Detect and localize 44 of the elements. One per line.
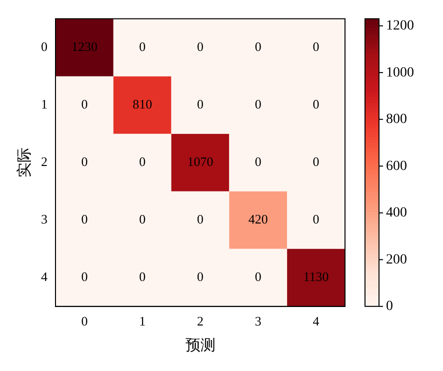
- x-axis-title: 预测: [185, 336, 216, 354]
- data-label: 420: [248, 212, 268, 227]
- data-label: 0: [312, 212, 320, 227]
- color-bar-label: 600: [386, 158, 407, 174]
- color-bar-label: 1000: [386, 65, 414, 80]
- data-label: 0: [81, 212, 88, 227]
- y-tick-label: 0: [41, 38, 48, 54]
- x-tick-label: 1: [139, 314, 146, 329]
- color-bar-label: 400: [386, 206, 407, 221]
- x-tick-label: 3: [254, 314, 262, 329]
- data-label: 0: [197, 96, 204, 112]
- data-label: 0: [139, 154, 146, 170]
- x-tick-label: 0: [81, 314, 88, 329]
- data-label: 0: [81, 154, 88, 170]
- x-tick-label: 2: [197, 314, 204, 329]
- data-label: 0: [81, 96, 88, 112]
- data-label: 0: [197, 269, 204, 284]
- data-label: 0: [139, 38, 146, 54]
- y-tick-label: 2: [41, 154, 48, 170]
- color-bar-label: 800: [386, 112, 407, 128]
- y-tick-label: 4: [41, 269, 48, 284]
- color-bar-label: 200: [386, 252, 407, 268]
- color-bar-label: 1200: [386, 18, 414, 34]
- data-label: 0: [254, 38, 262, 54]
- data-label: 0: [254, 269, 262, 284]
- data-label: 0: [197, 38, 204, 54]
- data-label: 1130: [303, 269, 329, 284]
- y-tick-label: 1: [41, 96, 48, 112]
- x-tick-label: 4: [312, 314, 320, 329]
- data-label: 1070: [187, 154, 214, 170]
- data-label: 0: [197, 212, 204, 227]
- color-bar-label: 0: [386, 299, 393, 314]
- data-label: 0: [312, 38, 320, 54]
- y-tick-label: 3: [41, 212, 48, 227]
- data-label: 0: [139, 212, 146, 227]
- data-label: 0: [254, 154, 262, 170]
- data-label: 0: [139, 269, 146, 284]
- data-label: 0: [254, 96, 262, 112]
- data-label: 1230: [71, 38, 98, 54]
- y-axis-title: 实际: [16, 148, 33, 178]
- data-label: 0: [81, 269, 88, 284]
- data-label: 0: [312, 96, 320, 112]
- data-label: 0: [312, 154, 320, 170]
- data-label: 810: [132, 96, 152, 112]
